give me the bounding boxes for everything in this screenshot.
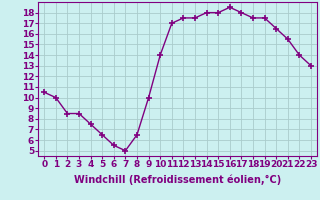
X-axis label: Windchill (Refroidissement éolien,°C): Windchill (Refroidissement éolien,°C) (74, 175, 281, 185)
